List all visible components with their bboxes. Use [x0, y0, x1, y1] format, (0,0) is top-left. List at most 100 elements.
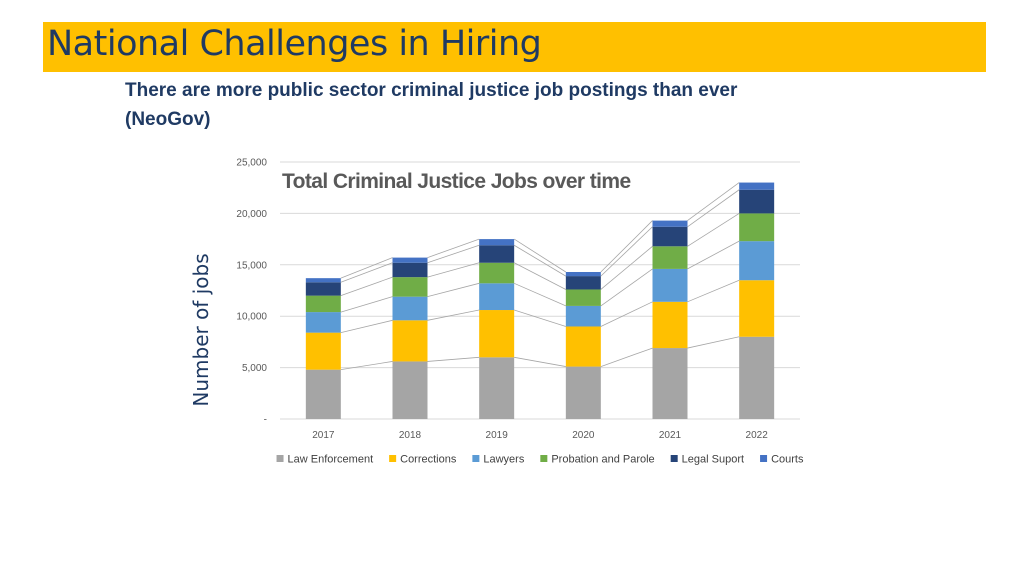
x-tick-label: 2019 — [486, 430, 509, 441]
legend-label: Law Enforcement — [288, 454, 374, 466]
series-line — [687, 240, 740, 270]
legend-label: Lawyers — [483, 454, 524, 466]
bar-segment — [392, 262, 428, 278]
y-tick-label: 5,000 — [242, 363, 267, 374]
series-line — [687, 182, 740, 221]
y-tick-label: 15,000 — [236, 260, 267, 271]
bar-segment — [739, 213, 775, 242]
bar-segment — [565, 366, 601, 419]
series-line — [427, 356, 480, 362]
legend-swatch — [276, 455, 284, 462]
series-lines — [340, 182, 740, 371]
bar-segment — [392, 257, 428, 263]
series-line — [600, 220, 653, 273]
bars — [305, 182, 775, 419]
series-line — [600, 347, 653, 367]
legend-swatch — [472, 455, 480, 462]
bar-segment — [739, 189, 775, 214]
bar-segment — [565, 276, 601, 290]
bar-segment — [739, 241, 775, 281]
x-axis-ticks: 2017 2018 2019 2020 2021 2022 — [312, 430, 768, 441]
legend: Law Enforcement Corrections Lawyers Probati… — [276, 454, 804, 466]
y-tick-label: 25,000 — [236, 158, 267, 169]
series-line — [340, 262, 393, 283]
bar-segment — [652, 246, 688, 269]
legend-swatch — [670, 455, 678, 462]
x-tick-label: 2021 — [659, 430, 682, 441]
bar-segment — [652, 220, 688, 227]
bar-segment — [479, 357, 515, 419]
series-line — [427, 238, 480, 258]
series-line — [427, 244, 480, 264]
series-line — [514, 282, 566, 307]
bar-segment — [305, 312, 341, 333]
bar-segment — [739, 280, 775, 337]
bar-segment — [652, 348, 688, 419]
series-line — [427, 282, 480, 298]
x-tick-label: 2022 — [746, 430, 769, 441]
slide-title: National Challenges in Hiring — [47, 24, 542, 64]
bar-segment — [392, 296, 428, 321]
bar-segment — [739, 336, 775, 419]
series-line — [340, 319, 393, 334]
series-line — [427, 262, 480, 278]
bar-segment — [652, 301, 688, 349]
series-line — [600, 245, 653, 290]
bar-segment — [565, 289, 601, 306]
series-line — [687, 336, 740, 349]
y-tick-label: 10,000 — [236, 312, 267, 323]
x-tick-label: 2020 — [572, 430, 595, 441]
title-bar: National Challenges in Hiring — [43, 22, 986, 72]
legend-label: Corrections — [400, 454, 457, 466]
bar-segment — [565, 305, 601, 327]
series-line — [687, 279, 740, 303]
x-tick-label: 2018 — [399, 430, 422, 441]
legend-label: Legal Suport — [682, 454, 744, 466]
bar-segment — [479, 239, 515, 246]
series-line — [514, 356, 566, 367]
subtitle-line-1: There are more public sector criminal ju… — [125, 80, 738, 101]
bar-segment — [739, 182, 775, 190]
series-line — [340, 257, 393, 279]
legend-swatch — [540, 455, 548, 462]
series-line — [514, 309, 566, 327]
bar-segment — [305, 295, 341, 313]
legend-label: Courts — [771, 454, 804, 466]
bar-segment — [565, 271, 601, 277]
y-axis-title: Number of jobs — [189, 253, 213, 406]
bar-segment — [392, 320, 428, 362]
bar-segment — [305, 332, 341, 370]
bar-segment — [392, 277, 428, 297]
y-tick-label: - — [264, 415, 267, 426]
bar-segment — [305, 278, 341, 283]
chart-title: Total Criminal Justice Jobs over time — [282, 170, 631, 193]
bar-segment — [479, 283, 515, 311]
bar-segment — [479, 310, 515, 358]
legend-swatch — [760, 455, 768, 462]
legend-label: Probation and Parole — [551, 454, 654, 466]
bar-segment — [565, 326, 601, 367]
slide-subtitle: There are more public sector criminal ju… — [125, 76, 845, 134]
series-line — [340, 296, 393, 313]
bar-segment — [479, 262, 515, 284]
gridlines — [280, 161, 800, 420]
series-line — [600, 226, 653, 277]
y-tick-label: 20,000 — [236, 209, 267, 220]
series-line — [340, 276, 393, 297]
series-line — [513, 244, 567, 277]
series-line — [687, 213, 740, 247]
subtitle-line-2: (NeoGov) — [125, 109, 211, 130]
series-line — [600, 268, 653, 307]
bar-segment — [479, 245, 515, 263]
x-tick-label: 2017 — [312, 430, 335, 441]
series-line — [600, 301, 653, 327]
y-axis-ticks: - 5,000 10,000 15,000 20,000 25,000 — [236, 158, 267, 426]
bar-segment — [652, 268, 688, 302]
series-line — [513, 262, 567, 290]
legend-swatch — [389, 455, 397, 462]
series-line — [427, 309, 480, 321]
series-line — [687, 189, 740, 228]
bar-segment — [652, 226, 688, 247]
series-line — [513, 238, 567, 273]
